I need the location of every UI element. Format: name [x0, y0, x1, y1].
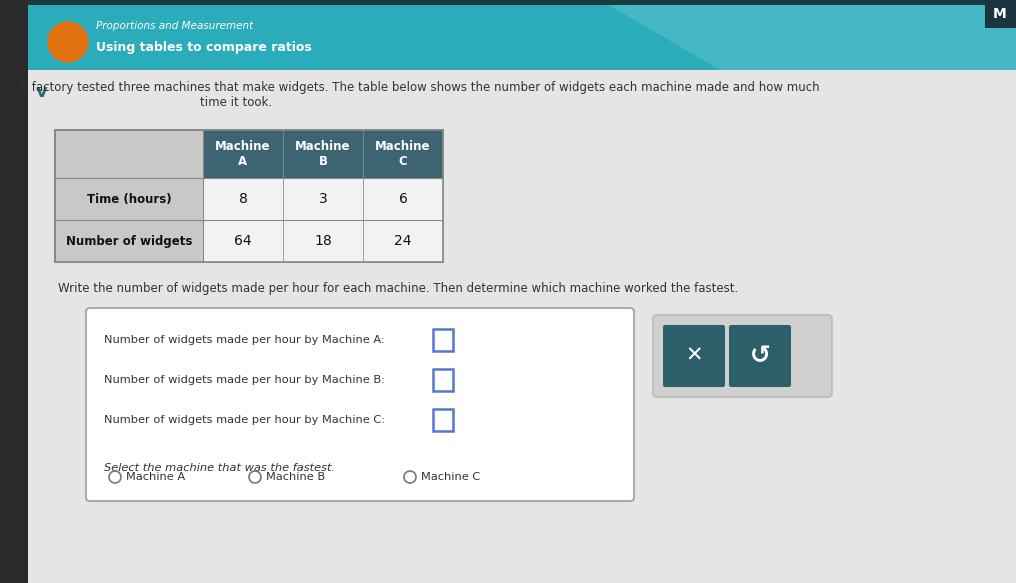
Text: Machine C: Machine C	[421, 472, 481, 482]
Text: Time (hours): Time (hours)	[86, 192, 172, 205]
Circle shape	[249, 471, 261, 483]
FancyBboxPatch shape	[663, 325, 725, 387]
FancyBboxPatch shape	[363, 220, 443, 262]
Text: Number of widgets made per hour by Machine B:: Number of widgets made per hour by Machi…	[104, 375, 385, 385]
Text: Select the machine that was the fastest.: Select the machine that was the fastest.	[104, 463, 335, 473]
Text: Number of widgets: Number of widgets	[66, 234, 192, 248]
Text: Number of widgets made per hour by Machine C:: Number of widgets made per hour by Machi…	[104, 415, 385, 425]
FancyBboxPatch shape	[28, 0, 1016, 583]
Text: Machine
B: Machine B	[296, 140, 351, 168]
Circle shape	[404, 471, 416, 483]
Text: A factory tested three machines that make widgets. The table below shows the num: A factory tested three machines that mak…	[20, 82, 820, 94]
FancyBboxPatch shape	[203, 130, 443, 178]
FancyBboxPatch shape	[0, 0, 28, 583]
Circle shape	[48, 22, 88, 62]
Text: Machine A: Machine A	[126, 472, 185, 482]
FancyBboxPatch shape	[28, 0, 1016, 5]
FancyBboxPatch shape	[363, 178, 443, 220]
Text: Write the number of widgets made per hour for each machine. Then determine which: Write the number of widgets made per hou…	[58, 282, 739, 295]
Text: Proportions and Measurement: Proportions and Measurement	[96, 21, 253, 31]
FancyBboxPatch shape	[653, 315, 832, 397]
Text: Machine
A: Machine A	[215, 140, 270, 168]
FancyBboxPatch shape	[433, 329, 453, 351]
FancyBboxPatch shape	[28, 0, 1016, 70]
Polygon shape	[600, 0, 1016, 70]
Text: Using tables to compare ratios: Using tables to compare ratios	[96, 41, 312, 54]
FancyBboxPatch shape	[55, 130, 203, 178]
Circle shape	[109, 471, 121, 483]
Text: time it took.: time it took.	[200, 97, 272, 110]
FancyBboxPatch shape	[86, 308, 634, 501]
FancyBboxPatch shape	[55, 220, 203, 262]
FancyBboxPatch shape	[203, 220, 283, 262]
FancyBboxPatch shape	[433, 409, 453, 431]
Text: 3: 3	[319, 192, 327, 206]
FancyBboxPatch shape	[55, 178, 203, 220]
Text: 6: 6	[398, 192, 407, 206]
FancyBboxPatch shape	[283, 220, 363, 262]
Text: M: M	[993, 7, 1007, 21]
Text: 8: 8	[239, 192, 248, 206]
FancyBboxPatch shape	[283, 178, 363, 220]
Text: ↺: ↺	[750, 344, 770, 368]
Text: 64: 64	[234, 234, 252, 248]
FancyBboxPatch shape	[203, 178, 283, 220]
Text: ✕: ✕	[685, 346, 703, 366]
Text: Machine
C: Machine C	[375, 140, 431, 168]
FancyBboxPatch shape	[55, 130, 443, 262]
FancyBboxPatch shape	[729, 325, 791, 387]
Text: 24: 24	[394, 234, 411, 248]
FancyBboxPatch shape	[433, 369, 453, 391]
FancyBboxPatch shape	[985, 0, 1016, 28]
Text: 18: 18	[314, 234, 332, 248]
Text: Number of widgets made per hour by Machine A:: Number of widgets made per hour by Machi…	[104, 335, 385, 345]
Text: v: v	[37, 83, 48, 101]
Text: Machine B: Machine B	[266, 472, 325, 482]
